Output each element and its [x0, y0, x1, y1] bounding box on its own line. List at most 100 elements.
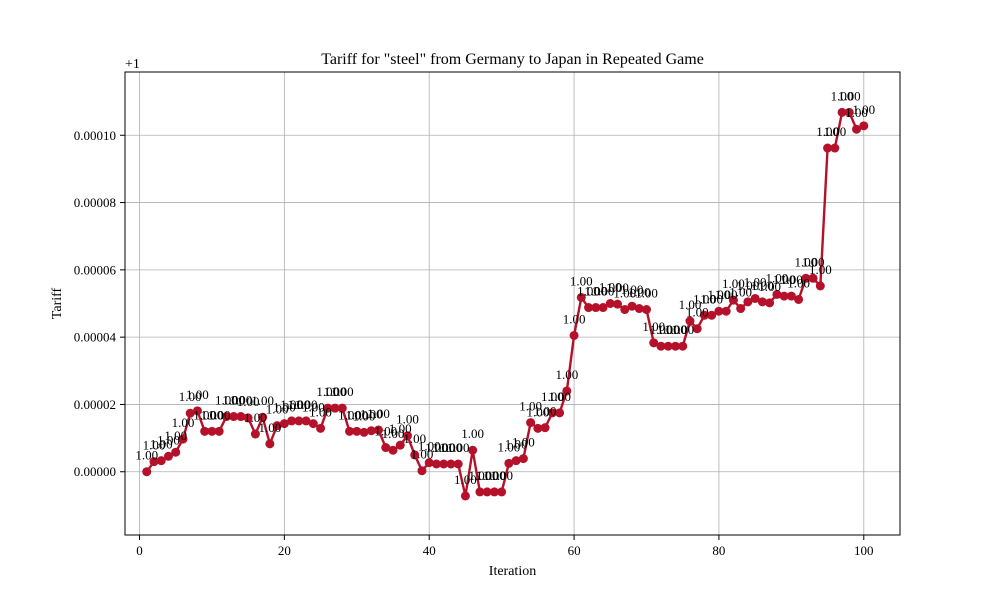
data-label: 1.00 [266, 402, 289, 417]
x-axis-label: Iteration [489, 564, 536, 579]
data-point [837, 107, 847, 117]
data-label: 1.00 [635, 286, 658, 301]
data-label: 1.00 [823, 124, 846, 139]
data-label: 1.00 [534, 404, 557, 419]
data-label: 1.00 [700, 291, 723, 306]
data-label: 1.00 [201, 407, 224, 422]
y-tick-label: 0.00008 [74, 195, 116, 210]
data-point [294, 416, 304, 426]
data-point [511, 456, 521, 466]
data-point [352, 426, 362, 436]
data-label: 1.00 [280, 397, 303, 412]
data-point [381, 443, 391, 453]
data-point [301, 416, 311, 426]
x-tick-label: 60 [568, 543, 581, 558]
data-label: 1.00 [519, 399, 542, 414]
data-label: 1.00 [744, 274, 767, 289]
data-label: 1.00 [606, 280, 629, 295]
x-tick-label: 80 [712, 543, 725, 558]
data-label: 1.00 [809, 262, 832, 277]
data-point [605, 299, 615, 308]
data-label: 1.00 [715, 287, 738, 302]
data-point [620, 305, 630, 315]
data-label: 1.00 [432, 440, 455, 455]
data-label: 1.00 [541, 389, 564, 404]
data-point [678, 341, 688, 351]
data-label: 1.00 [548, 389, 571, 404]
data-label: 1.00 [396, 412, 419, 427]
x-tick-label: 100 [854, 543, 874, 558]
data-point [431, 459, 441, 469]
data-point [323, 403, 333, 413]
data-label: 1.00 [758, 279, 781, 294]
data-point [258, 412, 268, 422]
data-point [598, 303, 608, 313]
data-point [670, 341, 680, 351]
data-label: 1.00 [411, 447, 434, 462]
data-point [453, 459, 463, 469]
data-point [178, 434, 188, 444]
data-point [641, 305, 651, 315]
data-point [308, 419, 318, 429]
data-label: 1.00 [512, 435, 535, 450]
data-label: 1.00 [729, 285, 752, 300]
data-point [743, 297, 753, 307]
data-point [446, 459, 456, 469]
data-point [149, 457, 159, 467]
data-point [562, 386, 572, 396]
data-point [156, 456, 166, 466]
data-point [685, 316, 695, 326]
x-tick-label: 40 [423, 543, 436, 558]
data-label: 1.00 [592, 284, 615, 299]
y-axis-label: Tariff [50, 287, 65, 319]
y-axis: 0.00000 0.00002 0.00004 0.00006 0.00008 0.000… [74, 128, 125, 479]
data-label: 1.00 [461, 426, 484, 441]
data-label: 1.00 [613, 286, 636, 301]
y-tick-label: 0.00000 [74, 464, 116, 479]
data-label: 1.00 [498, 439, 521, 454]
data-point [634, 304, 644, 314]
data-label: 1.00 [802, 254, 825, 269]
data-point [663, 341, 673, 351]
data-point [627, 301, 637, 311]
data-point [613, 299, 623, 309]
data-point [402, 431, 412, 441]
data-point [359, 427, 369, 437]
data-point [330, 403, 340, 413]
data-point [489, 487, 499, 497]
data-label: 1.00 [222, 393, 245, 408]
data-point [823, 143, 833, 153]
data-label: 1.00 [389, 421, 412, 436]
data-label: 1.00 [765, 270, 788, 285]
data-label: 1.00 [628, 285, 651, 300]
data-point [192, 406, 202, 416]
data-point [721, 306, 731, 316]
data-label: 1.00 [476, 468, 499, 483]
data-point [736, 304, 746, 314]
data-label: 1.00 [642, 319, 665, 334]
data-label: 1.00 [143, 438, 166, 453]
data-label: 1.00 [773, 272, 796, 287]
data-point [576, 292, 586, 302]
data-label: 1.00 [621, 282, 644, 297]
data-point [287, 416, 297, 426]
data-point [692, 324, 702, 334]
data-point [699, 310, 709, 320]
data-label: 1.00 [360, 407, 383, 422]
data-label: 1.00 [440, 440, 463, 455]
data-point [185, 408, 195, 418]
point-labels-layer: 1.001.001.001.001.001.001.001.001.001.00… [135, 88, 875, 487]
data-label: 1.00 [302, 400, 325, 415]
data-label: 1.00 [244, 410, 267, 425]
data-label: 1.00 [150, 437, 173, 452]
data-label: 1.00 [273, 400, 296, 415]
data-label: 1.00 [563, 311, 586, 326]
data-point [786, 291, 796, 301]
data-label: 1.00 [230, 393, 253, 408]
data-label: 1.00 [309, 404, 332, 419]
data-point [757, 297, 767, 307]
data-label: 1.00 [208, 407, 231, 422]
data-label: 1.00 [751, 278, 774, 293]
data-label: 1.00 [679, 297, 702, 312]
